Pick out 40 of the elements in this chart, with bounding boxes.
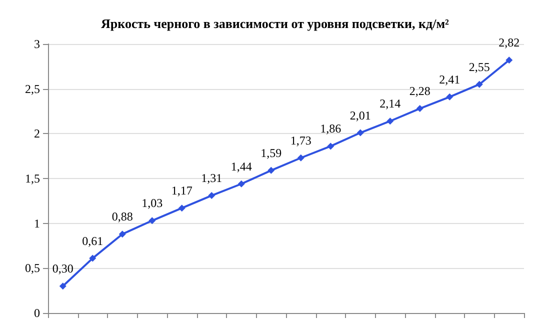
- data-label: 2,01: [350, 108, 371, 122]
- data-label: 0,61: [82, 234, 104, 248]
- data-label: 0,30: [52, 262, 74, 276]
- data-label: 1,17: [171, 184, 192, 198]
- y-tick-label: 0: [34, 306, 40, 320]
- y-tick-label: 1: [34, 216, 40, 230]
- point: [59, 282, 66, 290]
- point: [178, 204, 186, 212]
- data-label: 2,82: [498, 36, 520, 50]
- point: [386, 118, 394, 125]
- point: [506, 56, 513, 64]
- y-tick-label: 1,5: [25, 172, 40, 186]
- chart-title: Яркость черного в зависимости от уровня подсветки, кд/м²: [101, 16, 450, 31]
- data-label: 2,41: [439, 72, 460, 86]
- data-label: 1,44: [230, 159, 252, 174]
- point: [118, 230, 126, 238]
- data-label: 0,88: [112, 210, 133, 224]
- y-tick-label: 3: [34, 37, 40, 51]
- data-label: 1,86: [320, 122, 342, 136]
- point: [268, 166, 275, 174]
- data-label: 2,28: [409, 84, 430, 98]
- point: [297, 154, 304, 162]
- point: [238, 180, 245, 188]
- data-label: 1,73: [290, 133, 312, 148]
- point: [446, 93, 454, 100]
- y-tick-label: 2,5: [25, 82, 40, 96]
- data-label: 2,55: [468, 60, 490, 74]
- point: [356, 129, 364, 136]
- y-tick-label: 0,5: [25, 261, 40, 276]
- point: [89, 254, 96, 262]
- point: [476, 80, 483, 88]
- y-tick-label: 2: [34, 126, 40, 141]
- point: [416, 105, 424, 112]
- data-label: 1,31: [201, 171, 222, 186]
- data-label: 2,14: [380, 96, 401, 111]
- data-label: 1,03: [142, 196, 163, 210]
- data-label: 1,59: [260, 146, 282, 160]
- point: [148, 217, 156, 224]
- point: [327, 142, 334, 150]
- point: [208, 192, 216, 200]
